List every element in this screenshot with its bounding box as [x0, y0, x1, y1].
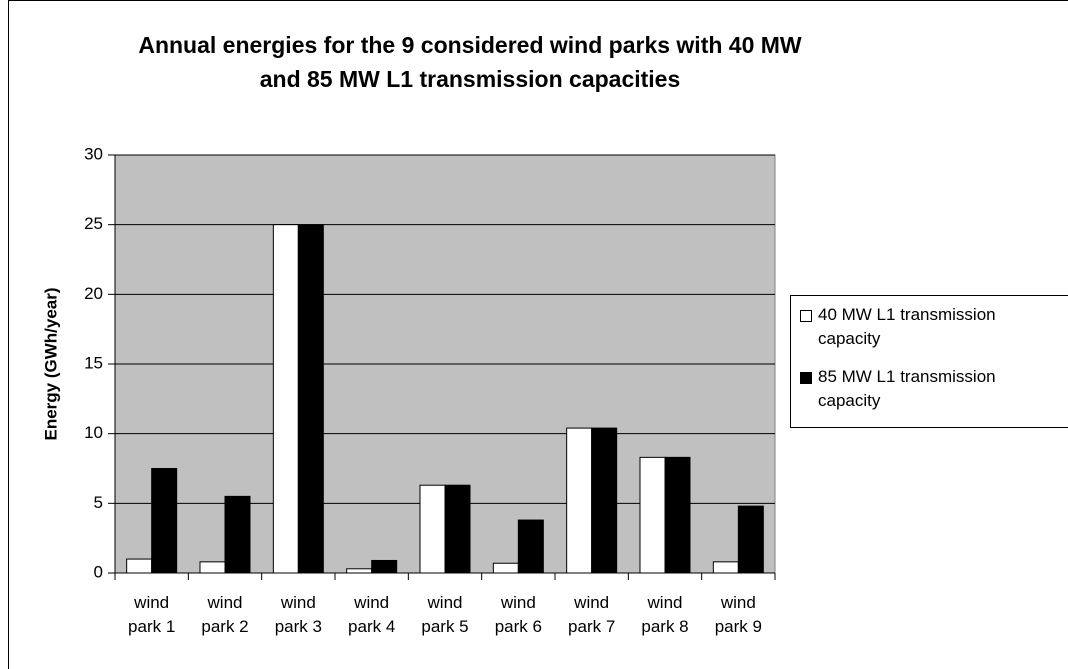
- bar: [224, 495, 251, 574]
- y-tick-label: 10: [84, 423, 103, 442]
- x-tick-label: wind park 5: [421, 593, 469, 636]
- x-tick-label: wind park 1: [128, 593, 176, 636]
- y-axis-label: Energy (GWh/year): [41, 287, 60, 440]
- bar: [517, 519, 544, 574]
- bar: [297, 224, 324, 574]
- y-tick-label: 15: [84, 353, 103, 372]
- bar: [126, 558, 153, 574]
- x-tick-label: wind park 7: [568, 593, 616, 636]
- legend-swatch: [800, 310, 812, 322]
- x-tick-label: wind park 3: [274, 593, 322, 636]
- bar: [492, 562, 519, 574]
- y-tick-label: 30: [84, 144, 103, 163]
- chart-title: Annual energies for the 9 considered win…: [138, 32, 802, 92]
- bar: [591, 427, 618, 574]
- legend-entry: 40 MW L1 transmission capacity: [800, 303, 1062, 351]
- bar: [346, 568, 373, 574]
- y-tick-label: 0: [94, 562, 103, 581]
- y-tick-label: 25: [84, 214, 103, 233]
- legend-swatch: [800, 372, 812, 384]
- bar: [444, 484, 471, 574]
- x-tick-label: wind park 8: [641, 593, 689, 636]
- bar: [639, 456, 666, 574]
- bar: [712, 561, 739, 574]
- bar: [419, 484, 446, 574]
- legend-entry: 85 MW L1 transmission capacity: [800, 365, 1062, 413]
- bar: [737, 505, 764, 574]
- x-tick-label: wind park 6: [494, 593, 542, 636]
- y-tick-label: 20: [84, 284, 103, 303]
- legend-label: 40 MW L1 transmission capacity: [818, 305, 996, 348]
- bar: [151, 468, 178, 574]
- x-tick-label: wind park 4: [348, 593, 396, 636]
- x-tick-label: wind park 9: [714, 593, 762, 636]
- bar: [199, 561, 226, 574]
- legend-label: 85 MW L1 transmission capacity: [818, 367, 996, 410]
- bar: [664, 456, 691, 574]
- bar: [371, 559, 398, 574]
- x-tick-label: wind park 2: [201, 593, 249, 636]
- bar: [566, 427, 593, 574]
- y-tick-label: 5: [94, 493, 103, 512]
- legend: [790, 295, 1068, 428]
- bar: [272, 224, 299, 574]
- title-box: Annual energies for the 9 considered win…: [138, 32, 802, 92]
